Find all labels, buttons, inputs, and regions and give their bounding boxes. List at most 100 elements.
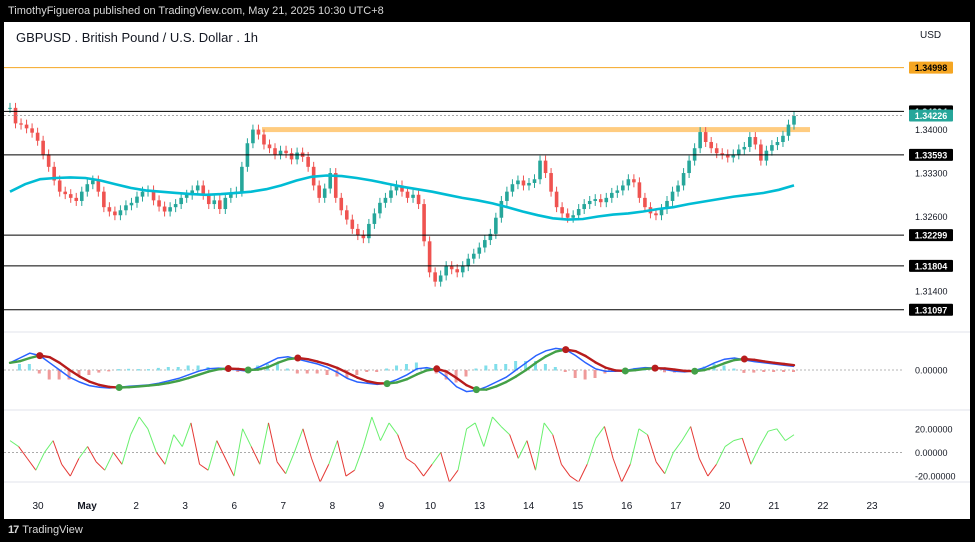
macd-histogram-bar <box>732 368 736 371</box>
candle-body <box>720 153 725 155</box>
y-tick-label: 1.31400 <box>915 286 948 296</box>
candle-body <box>477 247 482 254</box>
macd-cross-dot <box>621 367 629 375</box>
macd-signal-segment <box>673 368 687 373</box>
candle-body <box>179 197 183 205</box>
ema-line <box>9 174 795 221</box>
macd-signal-segment <box>127 385 141 389</box>
oscillator-segment <box>190 422 201 465</box>
candle-body <box>775 142 780 146</box>
macd-histogram-bar <box>345 370 349 378</box>
macd-histogram-bar <box>166 367 170 371</box>
x-tick-label: 23 <box>866 501 878 512</box>
price-pane <box>8 102 810 287</box>
macd-histogram-bar <box>285 368 289 371</box>
macd-signal-segment <box>782 362 796 367</box>
brand-bar: 17 TradingView <box>0 519 975 542</box>
candle-body <box>494 217 498 234</box>
candle-body <box>604 197 609 203</box>
macd-signal-segment <box>663 367 677 371</box>
oscillator-segment <box>785 434 795 442</box>
oscillator-segment <box>526 440 537 471</box>
oscillator-tick-label: -20.00000 <box>915 472 956 482</box>
oscillator-segment <box>724 440 734 447</box>
candle-body <box>378 202 382 214</box>
oscillator-segment <box>9 440 19 447</box>
macd-histogram-bar <box>474 368 478 371</box>
candle-body <box>781 135 785 142</box>
macd-histogram-bar <box>583 370 587 380</box>
macd-histogram-bar <box>156 367 160 371</box>
candle-body <box>201 185 206 195</box>
candle-body <box>753 137 758 145</box>
level-badge <box>909 61 953 74</box>
macd-signal-segment <box>48 356 61 364</box>
candle-body <box>19 123 23 125</box>
x-tick-label: 9 <box>379 501 385 512</box>
candle-body <box>129 202 134 206</box>
macd-signal-segment <box>98 383 111 389</box>
level-label: 1.31804 <box>915 261 948 271</box>
chart-canvas[interactable]: 1.349981.342941.342261.335931.322991.318… <box>4 22 970 519</box>
candle-body <box>455 269 460 273</box>
candle-body <box>576 209 581 216</box>
level-label: 1.34226 <box>915 111 948 121</box>
oscillator-segment <box>603 426 614 459</box>
oscillator-segment <box>216 440 226 459</box>
macd-histogram-bar <box>752 370 756 373</box>
macd-cross-dot <box>36 352 44 360</box>
candle-body <box>438 275 443 282</box>
candle-body <box>46 154 51 167</box>
candle-body <box>289 153 294 160</box>
oscillator-segment <box>61 463 71 477</box>
oscillator-segment <box>104 452 114 471</box>
macd-signal-segment <box>405 373 419 381</box>
macd-cross-dot <box>433 365 441 373</box>
oscillator-segment <box>509 434 519 459</box>
oscillator-segment <box>35 452 45 471</box>
x-tick-label: 10 <box>425 501 437 512</box>
candle-body <box>13 107 18 124</box>
macd-histogram-bar <box>47 370 51 380</box>
level-label: 1.32299 <box>915 231 948 241</box>
oscillator-segment <box>466 422 476 430</box>
macd-signal-segment <box>137 384 151 388</box>
oscillator-segment <box>733 437 743 442</box>
macd-histogram-bar <box>533 361 537 371</box>
macd-cross-dot <box>562 346 570 354</box>
oscillator-segment <box>362 416 373 447</box>
macd-histogram-bar <box>37 370 41 374</box>
oscillator-segment <box>698 458 709 477</box>
macd-histogram-bar <box>137 369 141 371</box>
candle-body <box>764 150 769 161</box>
oscillator-segment <box>612 458 623 483</box>
x-tick-label: 3 <box>182 501 188 512</box>
oscillator-segment <box>543 422 554 436</box>
oscillator-segment <box>87 446 97 463</box>
oscillator-segment <box>595 426 605 439</box>
candle-body <box>654 213 658 216</box>
candle-body <box>400 185 404 192</box>
macd-cross-dot <box>224 365 232 373</box>
oscillator-segment <box>285 452 295 474</box>
macd-histogram-bar <box>355 370 359 375</box>
candle-body <box>284 150 288 154</box>
macd-histogram-bar <box>484 365 488 371</box>
macd-signal-segment <box>415 369 429 376</box>
macd-signal-segment <box>276 358 290 364</box>
macd-histogram-bar <box>305 370 309 374</box>
oscillator-segment <box>173 434 183 447</box>
candle-body <box>278 150 283 155</box>
oscillator-segment <box>328 440 338 465</box>
level-label: 1.31097 <box>915 305 948 315</box>
oscillator-segment <box>112 452 123 465</box>
macd-histogram-bar <box>87 370 91 375</box>
chart-frame[interactable]: GBPUSD . British Pound / U.S. Dollar . 1… <box>4 22 970 519</box>
macd-signal-segment <box>356 376 369 383</box>
oscillator-segment <box>569 475 579 483</box>
macd-histogram-bar <box>494 364 498 371</box>
tv-logo-icon: 17 <box>8 524 19 536</box>
candle-body <box>124 205 128 211</box>
macd-signal-segment <box>753 358 766 363</box>
oscillator-tick-label: 0.00000 <box>915 448 948 458</box>
